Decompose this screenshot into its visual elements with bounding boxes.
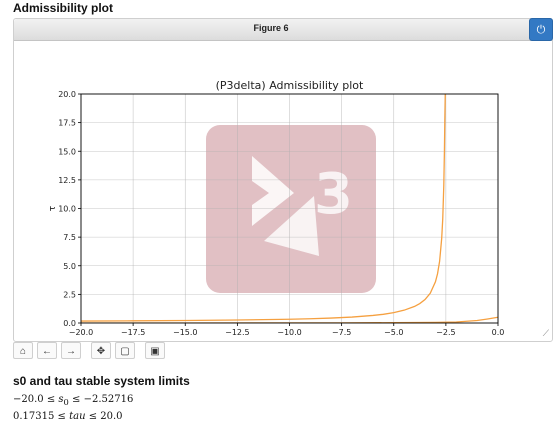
x-tick-label: −17.5 [121, 328, 146, 337]
back-icon: ← [42, 346, 52, 357]
home-icon: ⌂ [19, 346, 27, 357]
admissibility-chart: 3 −20.0 −17.5 −15.0 −12.5 −10.0 −7.5 −5.0 −2.5 0… [48, 79, 505, 341]
x-tick-label: −12.5 [225, 328, 250, 337]
x-tick-label: −7.5 [332, 328, 351, 337]
zoom-rect-button[interactable]: ▢ [115, 342, 135, 359]
watermark-logo: 3 [206, 125, 376, 293]
zoom-rect-icon: ▢ [120, 346, 130, 357]
y-tick-label: 5.0 [63, 262, 76, 271]
x-tick-label: −5.0 [384, 328, 403, 337]
x-tick-label: −15.0 [173, 328, 198, 337]
watermark-triangle [264, 196, 319, 256]
y-tick-label: 0.0 [63, 319, 76, 328]
x-axis-label: s₀ [285, 340, 294, 341]
y-tick-label: 7.5 [63, 233, 76, 242]
y-tick-label: 2.5 [63, 290, 76, 299]
figure-toolbar: ⌂ ← → ✥ ▢ ▣ [13, 342, 165, 360]
x-tick-label: −20.0 [69, 328, 94, 337]
save-icon: ▣ [150, 346, 160, 357]
power-button[interactable]: ⏻ [529, 18, 553, 41]
y-tick-label: 10.0 [58, 205, 76, 214]
y-tick-label: 12.5 [58, 176, 76, 185]
s0-sub: 0 [63, 397, 69, 407]
s0-upper: −2.52716 [83, 394, 134, 405]
limits-title: s0 and tau stable system limits [13, 374, 190, 388]
x-tick-label: 0.0 [492, 328, 505, 337]
y-tick-label: 20.0 [58, 90, 76, 99]
tau-symbol: tau [69, 411, 86, 422]
plot-frame [80, 93, 499, 324]
y-tick-label: 17.5 [58, 119, 76, 128]
x-tick-label: −2.5 [436, 328, 455, 337]
s0-limit: −20.0 ≤ s0 ≤ −2.52716 [13, 394, 134, 407]
home-button[interactable]: ⌂ [13, 342, 33, 359]
power-icon: ⏻ [536, 24, 546, 36]
series-line-1 [81, 94, 446, 322]
forward-icon: → [66, 346, 76, 357]
pan-icon: ✥ [96, 346, 106, 357]
figure-panel: Figure 6 ⏻ 3 −20.0 −17.5 −15.0 −12.5 −10.0 −7… [13, 18, 553, 342]
figure-title: Figure 6 [253, 23, 289, 33]
resize-grip[interactable]: ⟋ [542, 328, 549, 338]
tau-lower: 0.17315 [13, 411, 55, 422]
save-button[interactable]: ▣ [145, 342, 165, 359]
back-button[interactable]: ← [37, 342, 57, 359]
tau-limit: 0.17315 ≤ tau ≤ 20.0 [13, 411, 123, 422]
forward-button[interactable]: → [61, 342, 81, 359]
pan-button[interactable]: ✥ [91, 342, 111, 359]
chart-title: (P3delta) Admissibility plot [216, 79, 364, 92]
s0-symbol: s [58, 394, 64, 405]
watermark-3: 3 [314, 162, 353, 227]
x-tick-label: −10.0 [277, 328, 302, 337]
y-axis-label: τ [48, 206, 58, 211]
y-tick-label: 15.0 [58, 147, 76, 156]
watermark-bg [206, 125, 376, 293]
page-title: Admissibility plot [13, 1, 114, 15]
figure-header: Figure 6 ⏻ [14, 18, 553, 41]
s0-lower: −20.0 [13, 394, 44, 405]
tau-upper: 20.0 [100, 411, 123, 422]
